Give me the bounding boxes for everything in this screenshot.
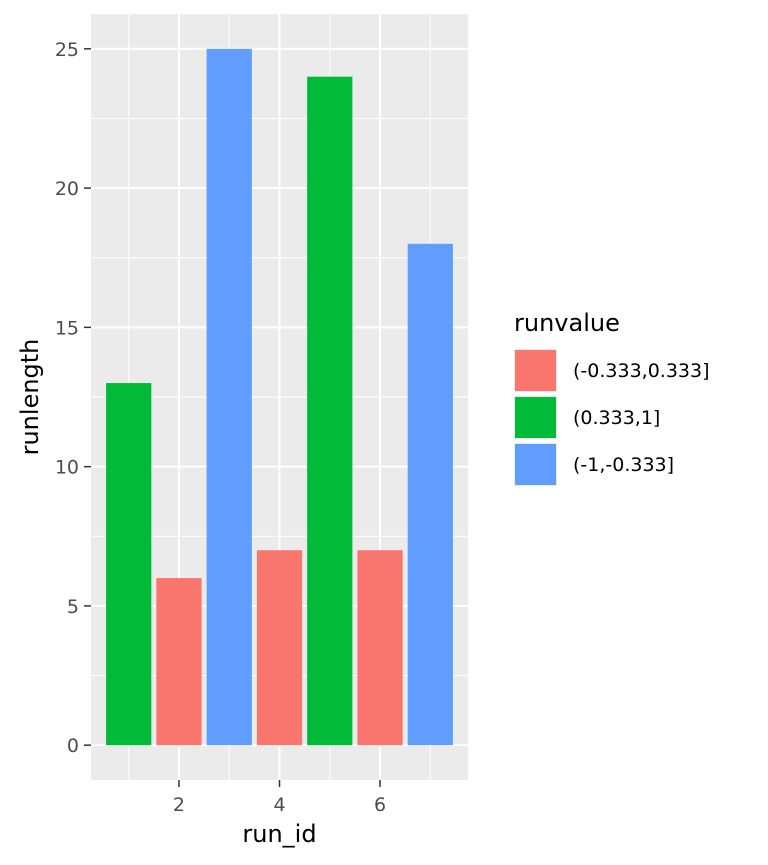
x-tick-label: 6 — [374, 794, 386, 816]
legend-key — [515, 350, 556, 391]
x-axis-title: run_id — [242, 820, 316, 848]
legend: runvalue (-0.333,0.333] (0.333,1] (-1,-0.3… — [514, 309, 710, 486]
y-tick-label: 25 — [55, 39, 79, 61]
bar-run-3 — [206, 48, 252, 746]
bar-run-4 — [256, 550, 303, 746]
y-tick-label: 10 — [55, 457, 79, 479]
bar-run-5 — [307, 76, 353, 746]
x-tick-label: 2 — [173, 794, 185, 816]
y-tick-label: 15 — [55, 317, 79, 339]
legend-title: runvalue — [514, 309, 620, 337]
legend-key — [515, 444, 556, 485]
legend-label: (-1,-0.333] — [573, 454, 674, 476]
x-axis: 2 4 6 — [173, 780, 386, 816]
bars — [106, 48, 453, 746]
bar-run-7 — [407, 243, 453, 746]
legend-items: (-0.333,0.333] (0.333,1] (-1,-0.333] — [514, 349, 710, 486]
y-tick-label: 5 — [67, 596, 79, 618]
legend-label: (0.333,1] — [573, 407, 660, 429]
x-tick-label: 4 — [273, 794, 285, 816]
legend-label: (-0.333,0.333] — [573, 360, 710, 382]
y-axis: 0 5 10 15 20 25 — [55, 39, 91, 757]
y-axis-title: runlength — [16, 339, 44, 456]
bar-run-2 — [156, 578, 202, 746]
bar-run-6 — [357, 550, 403, 746]
legend-key — [515, 397, 556, 438]
y-tick-label: 20 — [55, 178, 79, 200]
bar-run-1 — [106, 383, 152, 746]
y-tick-label: 0 — [67, 735, 79, 757]
